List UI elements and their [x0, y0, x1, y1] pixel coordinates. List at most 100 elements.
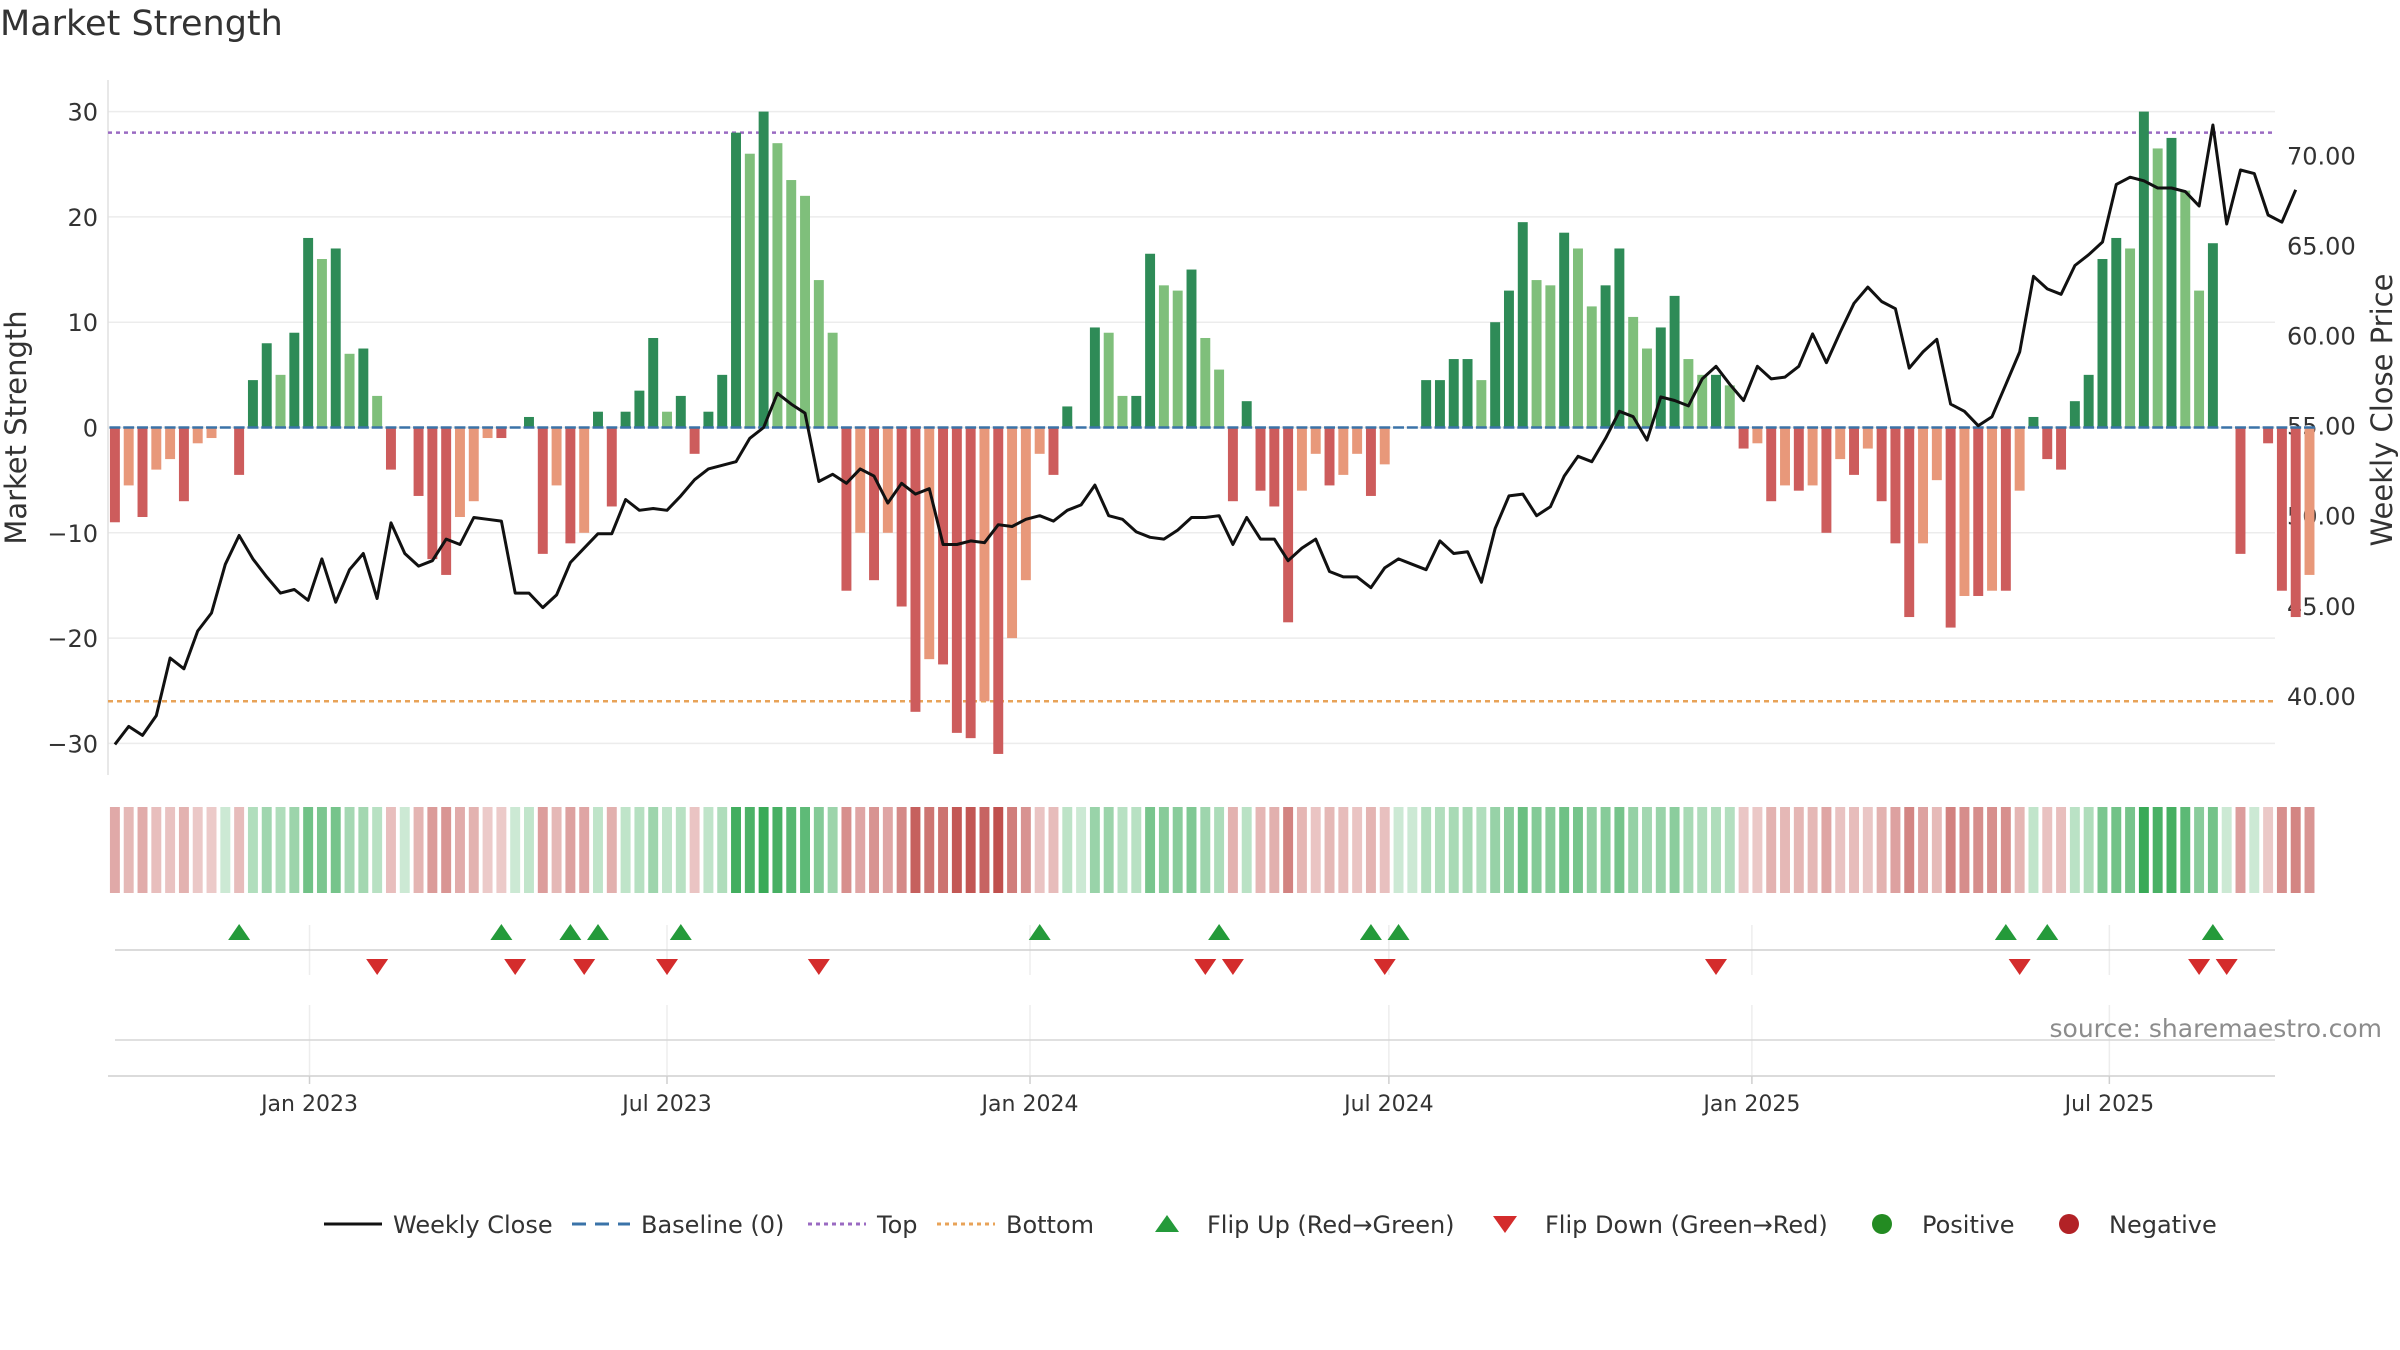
heat-cell	[2290, 807, 2301, 893]
strength-bar	[2207, 243, 2218, 428]
heat-cell	[1793, 807, 1804, 893]
strength-bar	[1227, 427, 1238, 502]
heat-cell	[813, 807, 824, 893]
strength-bar	[1310, 427, 1321, 454]
heat-cell	[1145, 807, 1156, 893]
strength-bar	[1835, 427, 1846, 460]
heat-cell	[1214, 807, 1225, 893]
x-tick-label: Jan 2024	[980, 1092, 1079, 1117]
heat-cell	[634, 807, 645, 893]
heat-cell	[2249, 807, 2260, 893]
flip-up-marker	[228, 924, 251, 940]
strength-bar	[2083, 374, 2094, 428]
x-tick-label: Jan 2023	[259, 1092, 358, 1117]
legend-label: Flip Up (Red→Green)	[1207, 1211, 1455, 1239]
flip-up-marker	[1994, 924, 2017, 940]
right-tick-label: 60.00	[2287, 323, 2356, 351]
strength-bar	[372, 395, 383, 428]
heat-cell	[303, 807, 314, 893]
heat-cell	[1269, 807, 1280, 893]
left-tick-label: 20	[67, 204, 98, 232]
flip-down-marker	[1373, 959, 1396, 975]
heat-cell	[800, 807, 810, 893]
heat-cell	[1407, 807, 1418, 893]
heat-cell	[1172, 807, 1183, 893]
flip-down-marker	[1194, 959, 1217, 975]
heat-cell	[358, 807, 369, 893]
heat-cell	[399, 807, 410, 893]
strength-bar	[1172, 290, 1183, 428]
strength-bar	[1434, 380, 1445, 428]
heat-cell	[772, 807, 783, 893]
strength-bar	[731, 132, 741, 428]
strength-bar	[1931, 427, 1942, 481]
strength-bar	[1573, 248, 1583, 428]
strength-bar	[1296, 427, 1307, 491]
flip-down-marker	[2008, 959, 2031, 975]
strength-bar	[1628, 316, 1639, 428]
heat-cell	[1918, 807, 1929, 893]
heat-cell	[2207, 807, 2218, 893]
heat-cell	[1614, 807, 1625, 893]
strength-bar	[1987, 427, 1998, 591]
heat-cell	[1904, 807, 1915, 893]
strength-bar	[1131, 395, 1142, 428]
strength-bar	[1807, 427, 1818, 486]
strength-bar	[206, 427, 217, 439]
heat-cell	[537, 807, 548, 893]
strength-bar	[275, 374, 286, 428]
strength-bar	[1738, 427, 1749, 449]
flip-up-marker	[2201, 924, 2224, 940]
heat-cell	[151, 807, 162, 893]
flip-down-marker	[1704, 959, 1727, 975]
legend-dot-icon	[2059, 1214, 2079, 1234]
strength-bar	[1849, 427, 1859, 475]
heat-cell	[579, 807, 590, 893]
strength-bar	[261, 343, 272, 428]
strength-bar	[1241, 401, 1252, 428]
heat-cell	[1490, 807, 1501, 893]
weekly-close-line	[113, 123, 2298, 746]
strength-bar	[2125, 248, 2136, 428]
strength-bar	[247, 380, 258, 428]
strength-bar	[537, 427, 548, 554]
strength-bar	[1586, 306, 1597, 428]
strength-bar	[1365, 427, 1376, 496]
x-tick-label: Jul 2023	[620, 1092, 712, 1117]
strength-bar	[234, 427, 245, 475]
legend-triangle-up-icon	[1155, 1215, 1179, 1232]
heat-cell	[2042, 807, 2053, 893]
legend-triangle-down-icon	[1493, 1216, 1517, 1233]
strength-bar	[1324, 427, 1335, 486]
heat-cell	[1973, 807, 1984, 893]
left-axis-ticks: 30 20 10 0 −10 −20 −30	[47, 99, 98, 759]
strength-bar	[1421, 380, 1432, 428]
strength-bar	[896, 427, 907, 607]
strength-bar	[993, 427, 1004, 754]
flip-up-marker	[1387, 924, 1410, 940]
strength-bar	[2290, 427, 2301, 618]
strength-bar	[137, 427, 148, 518]
heat-cell	[206, 807, 217, 893]
heat-cell	[606, 807, 617, 893]
flip-up-marker	[1359, 924, 1382, 940]
heat-cell	[2028, 807, 2039, 893]
strength-bar	[2042, 427, 2053, 460]
strength-bar	[1890, 427, 1901, 544]
strength-bar	[634, 390, 645, 428]
strength-bar	[468, 427, 479, 502]
right-tick-label: 40.00	[2287, 683, 2356, 711]
strength-bar	[841, 427, 852, 591]
heat-cell	[1034, 807, 1045, 893]
strength-bar	[882, 427, 893, 533]
heat-cell	[1103, 807, 1114, 893]
strength-bar	[1545, 285, 1556, 428]
strength-bar	[1200, 337, 1211, 428]
strength-bar	[565, 427, 576, 544]
flip-down-marker	[656, 959, 679, 975]
strength-bar	[303, 237, 314, 428]
strength-bar	[2028, 416, 2039, 428]
strength-bar	[924, 427, 935, 660]
heat-cell	[1862, 807, 1873, 893]
legend-item: Negative	[2059, 1211, 2217, 1239]
